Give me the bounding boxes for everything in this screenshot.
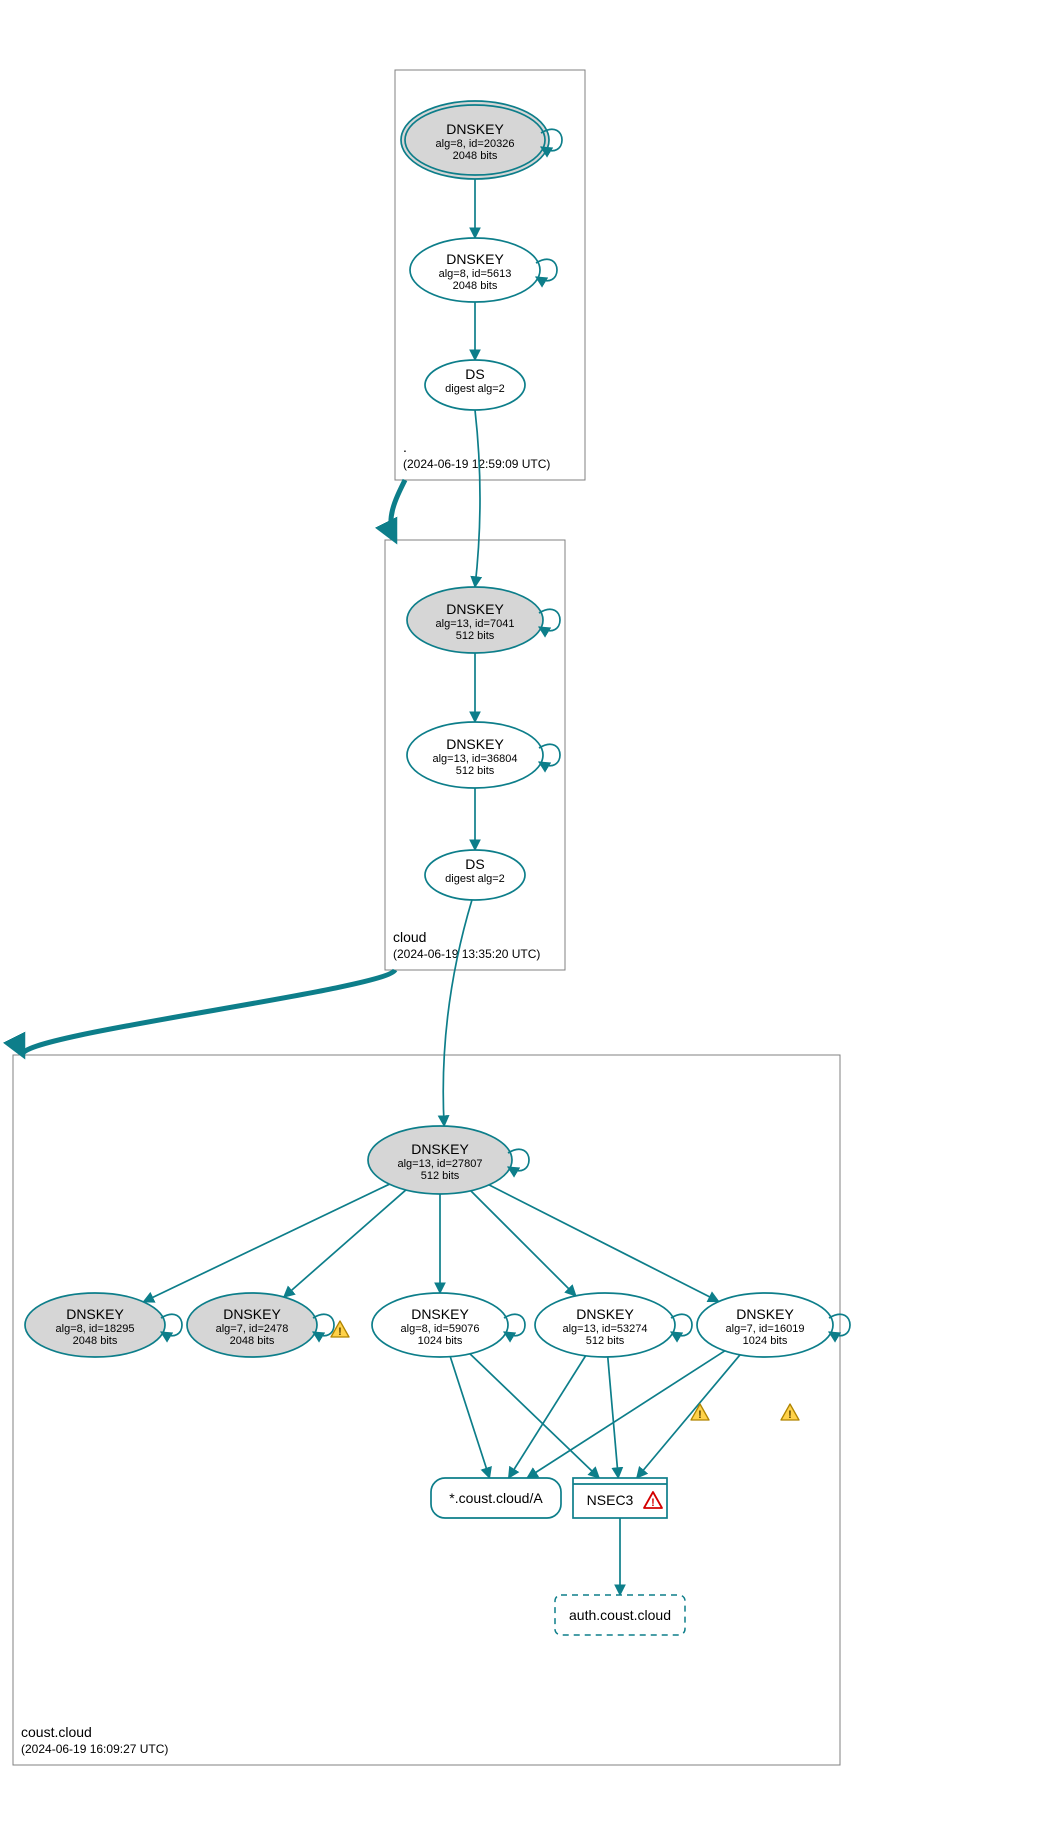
node-n6: DSdigest alg=2 [425,850,525,900]
svg-text:digest alg=2: digest alg=2 [445,383,505,395]
svg-text:DNSKEY: DNSKEY [736,1306,794,1322]
svg-text:512 bits: 512 bits [586,1335,625,1347]
svg-text:!: ! [788,1409,792,1421]
node-n2: DNSKEYalg=8, id=56132048 bits [410,238,557,302]
svg-text:alg=13, id=7041: alg=13, id=7041 [436,618,515,630]
svg-text:alg=8, id=20326: alg=8, id=20326 [436,138,515,150]
svg-text:alg=13, id=36804: alg=13, id=36804 [432,753,517,765]
node-n3: DSdigest alg=2 [425,360,525,410]
node-n4: DNSKEYalg=13, id=7041512 bits [407,587,560,653]
svg-text:cloud: cloud [393,929,426,945]
svg-text:alg=7, id=2478: alg=7, id=2478 [216,1323,289,1335]
svg-text:512 bits: 512 bits [456,630,495,642]
svg-text:2048 bits: 2048 bits [230,1335,275,1347]
svg-text:2048 bits: 2048 bits [453,280,498,292]
node-n14: NSEC3! [573,1478,667,1518]
svg-text:!: ! [338,1326,342,1338]
node-n11: DNSKEYalg=13, id=53274512 bits [535,1293,692,1357]
node-n8: DNSKEYalg=8, id=182952048 bits [25,1293,182,1357]
svg-text:DNSKEY: DNSKEY [411,1141,469,1157]
svg-text:1024 bits: 1024 bits [418,1335,463,1347]
svg-text:coust.cloud: coust.cloud [21,1724,92,1740]
svg-text:auth.coust.cloud: auth.coust.cloud [569,1607,671,1623]
node-n9: DNSKEYalg=7, id=24782048 bits [187,1293,334,1357]
svg-text:DS: DS [465,366,484,382]
svg-text:NSEC3: NSEC3 [587,1492,634,1508]
svg-text:(2024-06-19 16:09:27 UTC): (2024-06-19 16:09:27 UTC) [21,1742,168,1756]
zone-link [391,480,405,540]
svg-text:alg=8, id=18295: alg=8, id=18295 [56,1323,135,1335]
node-n5: DNSKEYalg=13, id=36804512 bits [407,722,560,788]
node-n13: *.coust.cloud/A [431,1478,561,1518]
svg-text:DNSKEY: DNSKEY [446,251,504,267]
node-n15: auth.coust.cloud [555,1595,685,1635]
svg-text:DNSKEY: DNSKEY [411,1306,469,1322]
svg-text:alg=7, id=16019: alg=7, id=16019 [726,1323,805,1335]
svg-text:512 bits: 512 bits [421,1170,460,1182]
svg-text:2048 bits: 2048 bits [73,1335,118,1347]
svg-text:alg=13, id=27807: alg=13, id=27807 [397,1158,482,1170]
warning-icon: ! [781,1404,799,1421]
svg-text:alg=13, id=53274: alg=13, id=53274 [562,1323,647,1335]
svg-text:DNSKEY: DNSKEY [446,601,504,617]
node-n7: DNSKEYalg=13, id=27807512 bits [368,1126,529,1194]
svg-text:DNSKEY: DNSKEY [223,1306,281,1322]
svg-text:1024 bits: 1024 bits [743,1335,788,1347]
svg-text:alg=8, id=59076: alg=8, id=59076 [401,1323,480,1335]
svg-text:DNSKEY: DNSKEY [66,1306,124,1322]
node-n10: DNSKEYalg=8, id=590761024 bits [372,1293,525,1357]
svg-text:!: ! [651,1497,655,1509]
dnssec-diagram: . (2024-06-19 12:59:09 UTC) cloud (2024-06-… [0,0,1040,1824]
svg-text:digest alg=2: digest alg=2 [445,873,505,885]
svg-text:!: ! [698,1409,702,1421]
svg-text:2048 bits: 2048 bits [453,150,498,162]
svg-text:DNSKEY: DNSKEY [446,736,504,752]
warning-icon: ! [691,1404,709,1421]
svg-text:(2024-06-19 13:35:20 UTC): (2024-06-19 13:35:20 UTC) [393,947,540,961]
svg-text:512 bits: 512 bits [456,765,495,777]
node-n1: DNSKEYalg=8, id=203262048 bits [401,101,562,179]
node-n12: DNSKEYalg=7, id=160191024 bits [697,1293,850,1357]
svg-text:DS: DS [465,856,484,872]
svg-text:(2024-06-19 12:59:09 UTC): (2024-06-19 12:59:09 UTC) [403,457,550,471]
svg-text:alg=8, id=5613: alg=8, id=5613 [439,268,512,280]
zone-link [23,970,395,1055]
svg-text:DNSKEY: DNSKEY [446,121,504,137]
svg-text:DNSKEY: DNSKEY [576,1306,634,1322]
svg-text:*.coust.cloud/A: *.coust.cloud/A [449,1490,543,1506]
svg-text:.: . [403,439,407,455]
